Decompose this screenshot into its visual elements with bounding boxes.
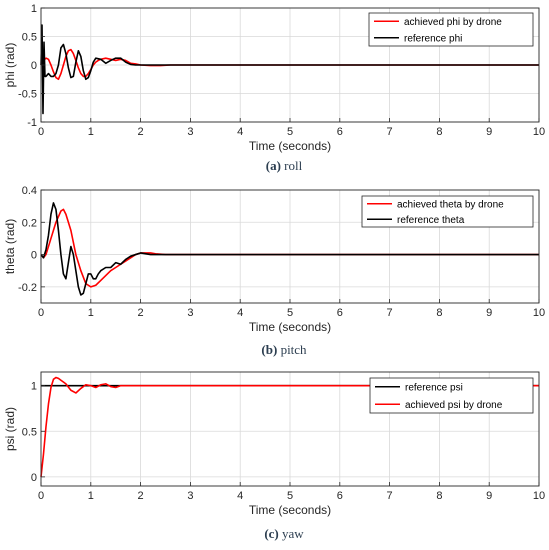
y-tick-label: 1: [31, 3, 37, 15]
x-axis-label: Time (seconds): [249, 503, 331, 517]
subplot-1: 0 1 2 3 4 5 6 7 8 9 10 -1 -0.5 0 0.5 1 Time (seconds) phi…: [3, 3, 545, 153]
y-tick-label: 0: [31, 60, 37, 72]
x-axis-label: Time (seconds): [249, 320, 331, 334]
x-tick-label: 0: [38, 307, 44, 319]
series-line-1: [40, 48, 539, 81]
legend-label-1: achieved theta by drone: [397, 199, 504, 210]
x-tick-label: 5: [287, 307, 293, 319]
x-tick-label: 2: [138, 307, 144, 319]
caption-tag: (c): [264, 526, 278, 541]
series-line-2: [40, 376, 539, 477]
caption-tag: (a): [266, 158, 281, 173]
legend-label-1: reference psi: [405, 382, 463, 393]
x-tick-label: 8: [436, 307, 442, 319]
y-tick-label: -0.5: [18, 89, 37, 101]
subfigure-caption-1: (a) roll: [266, 158, 303, 173]
x-tick-label: 9: [486, 490, 492, 502]
y-tick-label: 0.5: [22, 32, 37, 44]
x-tick-label: 6: [337, 307, 343, 319]
x-tick-label: 3: [187, 307, 193, 319]
caption-text: yaw: [279, 526, 305, 541]
legend-box: [369, 377, 534, 414]
caption-tag: (b): [261, 342, 277, 357]
x-tick-label: 1: [88, 126, 94, 138]
y-axis-label: theta (rad): [3, 219, 17, 274]
subplot-3: 0 1 2 3 4 5 6 7 8 9 10 0 0.5 1 Time (seconds) psi (rad)…: [3, 371, 545, 517]
x-tick-label: 8: [436, 126, 442, 138]
x-tick-label: 1: [88, 307, 94, 319]
legend: achieved theta by drone reference theta: [361, 195, 534, 228]
x-tick-label: 3: [187, 126, 193, 138]
x-tick-label: 9: [486, 307, 492, 319]
y-tick-label: -1: [27, 117, 37, 129]
subplot-2: 0 1 2 3 4 5 6 7 8 9 10 -0.2 0 0.2 0.4 Time (seconds) the…: [3, 185, 545, 334]
x-tick-label: 10: [533, 307, 545, 319]
y-tick-label: 0.5: [22, 426, 37, 438]
x-tick-label: 0: [38, 126, 44, 138]
x-tick-label: 6: [337, 126, 343, 138]
subfigure-caption-3: (c) yaw: [264, 526, 304, 541]
legend-label-2: reference theta: [397, 215, 465, 226]
legend: reference psi achieved psi by drone: [369, 377, 534, 414]
y-tick-label: -0.2: [18, 282, 37, 294]
x-tick-label: 5: [287, 126, 293, 138]
y-tick-label: 1: [31, 381, 37, 393]
x-tick-label: 5: [287, 490, 293, 502]
series-line-1: [40, 208, 539, 288]
x-tick-label: 4: [237, 490, 243, 502]
caption-text: pitch: [277, 342, 307, 357]
x-tick-label: 2: [138, 126, 144, 138]
subfigure-caption-2: (b) pitch: [261, 342, 307, 357]
legend-label-2: reference phi: [404, 33, 462, 44]
x-tick-label: 7: [387, 490, 393, 502]
x-tick-label: 4: [237, 307, 243, 319]
y-tick-label: 0: [31, 250, 37, 262]
x-tick-label: 9: [486, 126, 492, 138]
x-tick-label: 2: [138, 490, 144, 502]
legend: achieved phi by drone reference phi: [368, 12, 534, 47]
x-tick-label: 10: [533, 490, 545, 502]
x-tick-label: 3: [187, 490, 193, 502]
x-tick-label: 7: [387, 307, 393, 319]
x-axis-label: Time (seconds): [249, 139, 331, 153]
x-tick-label: 4: [237, 126, 243, 138]
x-tick-label: 10: [533, 126, 545, 138]
x-tick-label: 8: [436, 490, 442, 502]
y-tick-label: 0.4: [22, 185, 37, 197]
legend-label-2: achieved psi by drone: [405, 400, 503, 411]
legend-box: [361, 195, 534, 228]
legend-box: [368, 12, 534, 47]
caption-text: roll: [281, 158, 303, 173]
x-tick-label: 7: [387, 126, 393, 138]
legend-label-1: achieved phi by drone: [404, 17, 502, 28]
y-tick-label: 0.2: [22, 217, 37, 229]
y-axis-label: phi (rad): [3, 43, 17, 88]
series-line-2: [40, 24, 539, 115]
x-tick-label: 1: [88, 490, 94, 502]
x-tick-label: 6: [337, 490, 343, 502]
y-axis-label: psi (rad): [3, 407, 17, 451]
y-tick-label: 0: [31, 472, 37, 484]
series-line-2: [40, 202, 539, 296]
x-tick-label: 0: [38, 490, 44, 502]
